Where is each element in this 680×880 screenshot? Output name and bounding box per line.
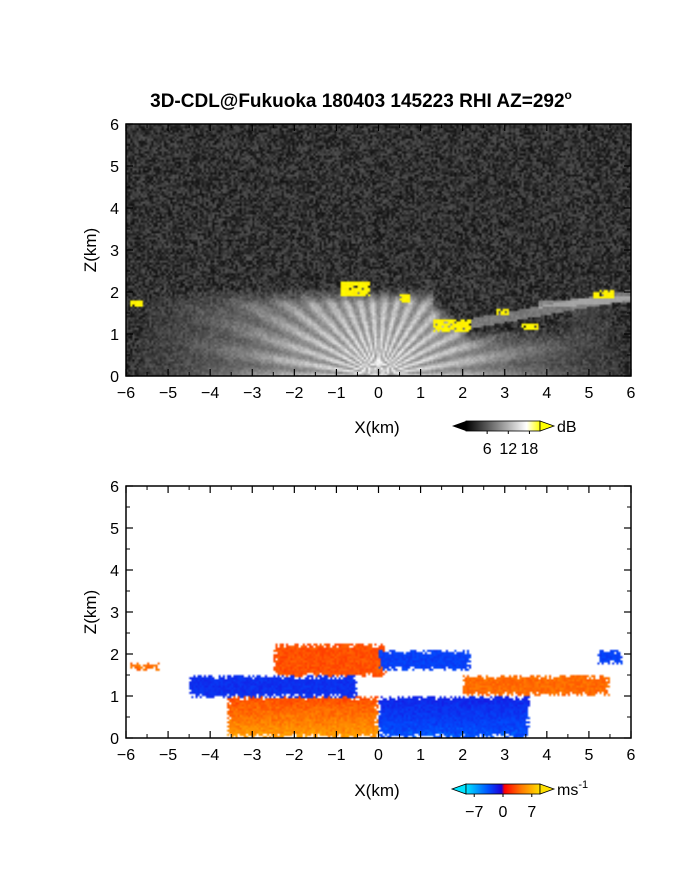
x-tick-label: 6 [627,385,636,402]
x-tick-label: −1 [327,385,345,402]
colorbar-tick-label: 12 [499,441,517,458]
colorbar-unit: ms-1 [557,779,588,799]
colorbar-tick-label: 6 [483,441,492,458]
x-tick-label: 1 [416,747,425,764]
colorbar-unit: dB [557,419,577,436]
x-tick-label: −6 [117,385,135,402]
x-tick-label: 4 [542,747,551,764]
x-axis-label: X(km) [354,418,399,437]
y-tick-label: 1 [110,689,119,706]
x-tick-label: −2 [285,747,303,764]
x-tick-label: 0 [374,385,383,402]
y-tick-label: 1 [110,327,119,344]
y-tick-label: 0 [110,369,119,386]
reflectivity-field [126,124,631,376]
x-tick-label: 3 [500,747,509,764]
x-tick-label: −6 [117,747,135,764]
y-tick-label: 0 [110,731,119,748]
x-tick-label: 5 [584,747,593,764]
y-tick-label: 3 [110,605,119,622]
x-tick-label: −5 [159,385,177,402]
x-tick-label: 3 [500,385,509,402]
y-axis-label: Z(km) [81,590,100,634]
colorbar-body [465,783,541,795]
x-tick-label: −5 [159,747,177,764]
x-tick-label: −4 [201,747,219,764]
y-tick-label: 2 [110,647,119,664]
y-axis-label: Z(km) [81,228,100,272]
x-tick-label: −4 [201,385,219,402]
colorbar-right-arrow [539,783,556,795]
x-tick-label: −3 [243,747,261,764]
x-tick-label: 2 [458,747,467,764]
y-tick-label: 5 [110,159,119,176]
x-axis: −6 −5 −4 −3 −2 −1 0 1 2 3 4 5 6 [117,486,636,764]
x-axis-label: X(km) [354,781,399,800]
y-tick-label: 5 [110,521,119,538]
y-axis: 0 1 2 3 4 5 6 [110,479,631,748]
colorbar-tick-label: 7 [527,804,536,821]
colorbar-velocity: ms-1 −7 0 7 [450,779,588,821]
colorbar-tick-label: 0 [499,804,508,821]
x-tick-label: −1 [327,747,345,764]
x-tick-label: −3 [243,385,261,402]
x-tick-label: 5 [584,385,593,402]
y-tick-label: 4 [110,201,119,218]
colorbar-right-arrow [539,420,556,432]
y-tick-label: 2 [110,285,119,302]
y-axis: 0 1 2 3 4 5 6 [110,117,631,386]
colorbar-body [465,420,541,432]
y-tick-label: 6 [110,479,119,496]
velocity-field [126,486,631,738]
x-tick-label: 1 [416,385,425,402]
colorbar-tick-label: 18 [521,441,539,458]
x-axis: −6 −5 −4 −3 −2 −1 0 1 2 3 4 5 6 [117,124,636,402]
colorbar-left-arrow [452,421,466,431]
y-tick-label: 4 [110,563,119,580]
colorbar-tick-label: −7 [465,804,483,821]
x-tick-label: 2 [458,385,467,402]
figure-title: 3D-CDL@Fukuoka 180403 145223 RHI AZ=292o [150,88,572,112]
colorbar-left-arrow [450,783,467,795]
x-tick-label: 0 [374,747,383,764]
x-tick-label: 6 [627,747,636,764]
y-tick-label: 6 [110,117,119,134]
y-tick-label: 3 [110,243,119,260]
colorbar-reflectivity: dB 6 12 18 [452,419,577,458]
x-tick-label: 4 [542,385,551,402]
x-tick-label: −2 [285,385,303,402]
